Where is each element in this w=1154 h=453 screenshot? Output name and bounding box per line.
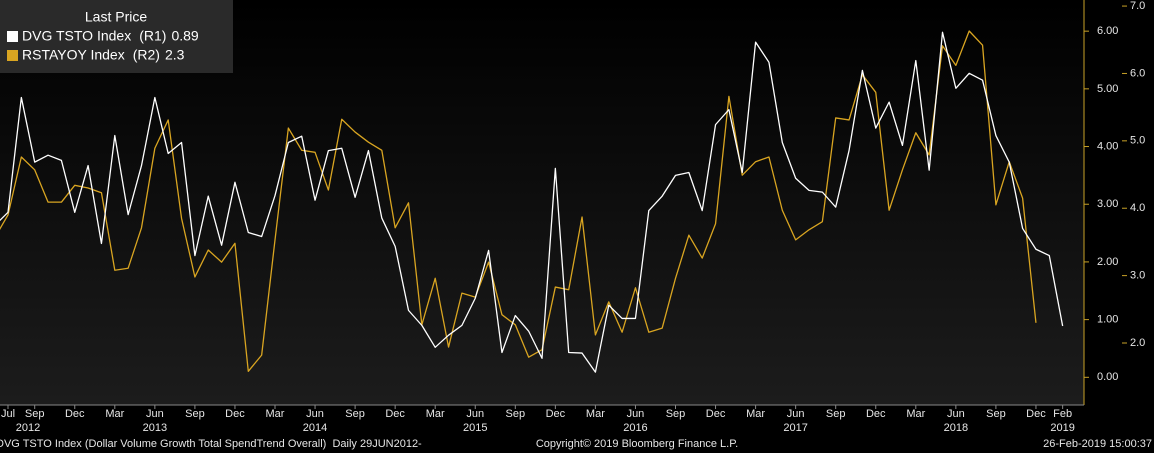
x-tick-label: Dec <box>706 408 726 420</box>
year-label: 2014 <box>303 422 327 434</box>
year-label: 2017 <box>783 422 807 434</box>
x-tick-label: Sep <box>506 408 526 420</box>
legend-last-value: 0.89 <box>171 28 198 44</box>
x-tick-label: Jun <box>146 408 164 420</box>
x-tick-label: Sep <box>185 408 205 420</box>
x-tick-label: Feb <box>1053 408 1072 420</box>
y2-tick-label: 6.0 <box>1130 67 1145 79</box>
year-label: 2013 <box>143 422 167 434</box>
x-tick-label: Sep <box>986 408 1006 420</box>
x-tick-label: Mar <box>586 408 605 420</box>
year-label: 2018 <box>944 422 968 434</box>
y2-tick-label: 7.0 <box>1130 0 1145 12</box>
y2-tick-label: 4.0 <box>1130 202 1145 214</box>
x-tick-label: Dec <box>866 408 886 420</box>
year-label: 2019 <box>1050 422 1074 434</box>
y-tick-label: 6.00 <box>1097 25 1118 37</box>
footer-left: DVG TSTO Index (Dollar Volume Growth Tot… <box>0 438 422 450</box>
y2-tick-label: 5.0 <box>1130 135 1145 147</box>
plot-lines <box>0 30 1064 373</box>
legend-swatch <box>7 50 18 61</box>
x-tick-label: Jun <box>466 408 484 420</box>
legend-axis: (R2) <box>133 47 160 63</box>
year-label: 2012 <box>16 422 40 434</box>
y2-tick-label: 3.0 <box>1130 270 1145 282</box>
footer-center: Copyright© 2019 Bloomberg Finance L.P. <box>536 438 738 450</box>
x-tick-label: Jun <box>306 408 324 420</box>
legend-axis: (R1) <box>139 28 166 44</box>
x-tick-label: Sep <box>666 408 686 420</box>
x-tick-label: Sep <box>25 408 45 420</box>
y-tick-label: 3.00 <box>1097 198 1118 210</box>
x-tick-label: Mar <box>746 408 765 420</box>
x-tick-label: Sep <box>345 408 365 420</box>
legend-name: RSTAYOY Index <box>22 47 125 63</box>
y-tick-label: 4.00 <box>1097 140 1118 152</box>
x-tick-label: Jun <box>947 408 965 420</box>
y-tick-label: 0.00 <box>1097 371 1118 383</box>
footer-right: 26-Feb-2019 15:00:37 <box>1043 438 1152 450</box>
y-tick-label: 2.00 <box>1097 256 1118 268</box>
x-tick-label: Dec <box>225 408 245 420</box>
year-label: 2016 <box>623 422 647 434</box>
legend-box <box>0 0 233 73</box>
x-tick-label: Dec <box>385 408 405 420</box>
x-tick-label: Jun <box>787 408 805 420</box>
legend-last-value: 2.3 <box>165 47 185 63</box>
legend-name: DVG TSTO Index <box>22 28 131 44</box>
y-tick-label: 5.00 <box>1097 83 1118 95</box>
x-tick-label: Sep <box>826 408 846 420</box>
legend-swatch <box>7 31 18 42</box>
series-line <box>0 31 1064 373</box>
legend-title: Last Price <box>85 9 147 25</box>
x-tick-label: Jul <box>1 408 15 420</box>
series-line <box>0 30 1037 372</box>
x-tick-label: Dec <box>546 408 566 420</box>
y2-tick-label: 2.0 <box>1130 337 1145 349</box>
x-tick-label: Jun <box>627 408 645 420</box>
x-tick-label: Mar <box>105 408 124 420</box>
x-tick-label: Mar <box>266 408 285 420</box>
legend: Last Price DVG TSTO Index (R1) 0.89 RSTAYOY… <box>0 0 233 73</box>
year-label: 2015 <box>463 422 487 434</box>
y-tick-label: 1.00 <box>1097 314 1118 326</box>
x-tick-label: Dec <box>1026 408 1046 420</box>
x-tick-label: Mar <box>426 408 445 420</box>
x-tick-label: Mar <box>906 408 925 420</box>
x-tick-label: Dec <box>65 408 85 420</box>
